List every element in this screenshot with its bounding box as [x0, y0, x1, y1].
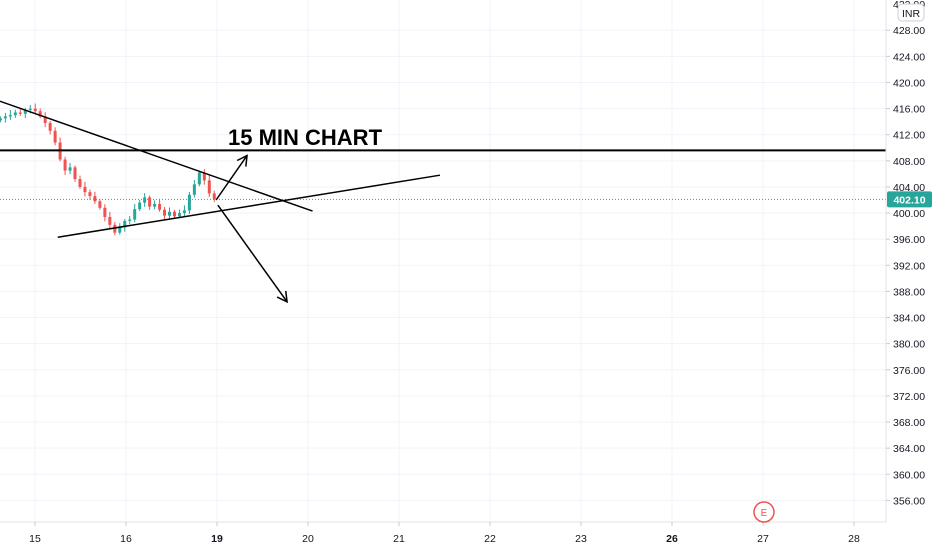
price-tick-label: 384.00	[893, 313, 925, 325]
chart-grid	[0, 0, 886, 522]
candle	[103, 204, 107, 222]
price-tick-label: 420.00	[893, 77, 925, 89]
price-tick-label: 376.00	[893, 365, 925, 377]
candle	[108, 211, 112, 229]
currency-label: INR	[902, 8, 921, 20]
price-axis[interactable]: 356.00 360.00 364.00 368.00 372.00 376.00 380.…	[886, 0, 925, 507]
price-tick-label: 392.00	[893, 260, 925, 272]
candlestick-series	[0, 103, 216, 236]
earnings-event-marker[interactable]: E	[753, 501, 775, 523]
candle	[73, 165, 77, 182]
arrow-drawing[interactable]	[215, 154, 248, 201]
candle	[182, 205, 186, 218]
currency-badge[interactable]: INR	[897, 3, 925, 22]
candle	[207, 175, 211, 197]
candle	[38, 108, 42, 119]
candle	[212, 190, 216, 203]
time-tick-label: 26	[666, 533, 678, 545]
candle	[153, 200, 157, 210]
candle	[202, 169, 206, 185]
candle	[128, 216, 132, 225]
candle	[33, 103, 37, 114]
candle	[13, 109, 17, 118]
candle	[48, 120, 52, 135]
candle	[8, 110, 12, 120]
price-tick-label: 396.00	[893, 234, 925, 246]
trend-line[interactable]	[0, 100, 313, 212]
candle	[0, 116, 2, 123]
trend-line[interactable]	[57, 174, 441, 238]
candle	[187, 192, 191, 214]
candle	[68, 163, 72, 175]
price-tick-label: 424.00	[893, 51, 925, 63]
last-price-label: 402.10	[887, 191, 932, 208]
time-tick-label: 28	[848, 533, 860, 545]
time-axis[interactable]: 15 16 19 20 21 22 23 26 27 28	[29, 522, 860, 545]
price-tick-label: 400.00	[893, 208, 925, 220]
price-tick-label: 364.00	[893, 443, 925, 455]
price-tick-label: 408.00	[893, 156, 925, 168]
candle	[168, 207, 172, 220]
candle	[133, 204, 137, 223]
price-tick-label: 404.00	[893, 182, 925, 194]
candle	[78, 175, 82, 189]
drawing-layer[interactable]	[0, 100, 886, 304]
arrow-drawing[interactable]	[217, 204, 288, 304]
last-price-value: 402.10	[893, 194, 925, 206]
price-tick-label: 416.00	[893, 104, 925, 116]
candle	[3, 112, 7, 123]
candle	[43, 112, 47, 128]
candle	[88, 189, 92, 200]
candle	[113, 222, 117, 236]
price-tick-label: 412.00	[893, 130, 925, 142]
price-tick-label: 428.00	[893, 25, 925, 37]
candle	[98, 199, 102, 210]
candle	[163, 207, 167, 220]
candle	[148, 195, 152, 211]
time-tick-label: 23	[575, 533, 587, 545]
price-tick-label: 372.00	[893, 391, 925, 403]
event-marker-label: E	[761, 508, 768, 519]
candle	[138, 199, 142, 212]
price-tick-label: 360.00	[893, 469, 925, 481]
time-tick-label: 22	[484, 533, 496, 545]
price-tick-label: 356.00	[893, 495, 925, 507]
time-tick-label: 21	[393, 533, 405, 545]
candle	[143, 193, 147, 207]
time-tick-label: 16	[120, 533, 132, 545]
chart-annotation: 15 MIN CHART	[228, 125, 383, 150]
candle	[83, 181, 87, 197]
time-tick-label: 19	[211, 533, 223, 545]
candle	[53, 127, 57, 146]
price-tick-label: 368.00	[893, 417, 925, 429]
time-tick-label: 27	[757, 533, 769, 545]
candle	[93, 191, 97, 205]
candle	[118, 223, 122, 235]
price-tick-label: 380.00	[893, 339, 925, 351]
candle	[18, 108, 22, 116]
time-tick-label: 20	[302, 533, 314, 545]
price-tick-label: 388.00	[893, 286, 925, 298]
time-tick-label: 15	[29, 533, 41, 545]
candle	[192, 180, 196, 198]
candle	[158, 198, 162, 212]
candle	[63, 156, 67, 175]
candle	[123, 218, 127, 232]
candle	[197, 170, 201, 187]
